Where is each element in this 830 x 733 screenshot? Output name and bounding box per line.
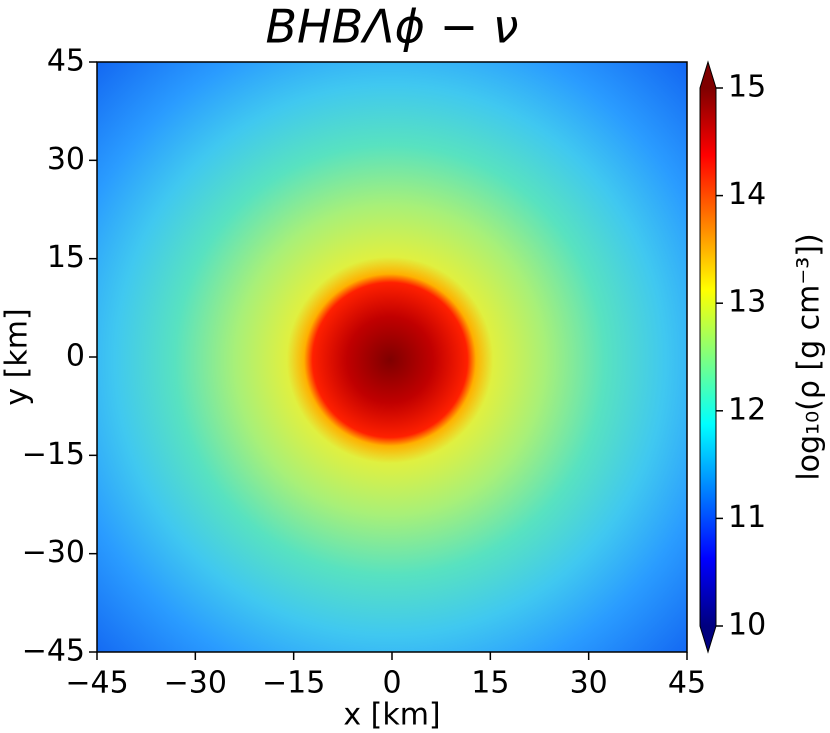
field-background [97,62,687,652]
colorbar [700,88,716,626]
colorbar-tick-label: 15 [728,70,766,105]
y-tick-label: 0 [66,339,85,374]
y-axis-label: y [km] [0,308,35,405]
colorbar-extend-top [700,62,716,88]
x-tick-label: 45 [668,666,706,701]
colorbar-tick-label: 12 [728,392,766,427]
x-tick-label: 30 [570,666,608,701]
y-tick-label: 30 [47,142,85,177]
chart-title: BHBΛϕ − ν [266,0,519,54]
y-tick-label: −15 [22,437,85,472]
x-tick-label: −45 [65,666,128,701]
y-tick-label: −45 [22,634,85,669]
colorbar-tick-label: 14 [728,177,766,212]
y-tick-label: −30 [22,535,85,570]
x-axis-label: x [km] [343,698,440,733]
colorbar-extend-bottom [700,626,716,652]
colorbar-label: log₁₀(ρ [g cm⁻³]) [792,233,827,480]
y-tick-label: 15 [47,240,85,275]
y-tick-label: 45 [47,44,85,79]
colorbar-tick-label: 10 [728,608,766,643]
x-tick-label: 0 [382,666,401,701]
colorbar-tick-label: 13 [728,285,766,320]
x-tick-label: 15 [471,666,509,701]
x-tick-label: −30 [164,666,227,701]
density-field [97,62,687,652]
colorbar-tick-label: 11 [728,500,766,535]
x-tick-label: −15 [262,666,325,701]
